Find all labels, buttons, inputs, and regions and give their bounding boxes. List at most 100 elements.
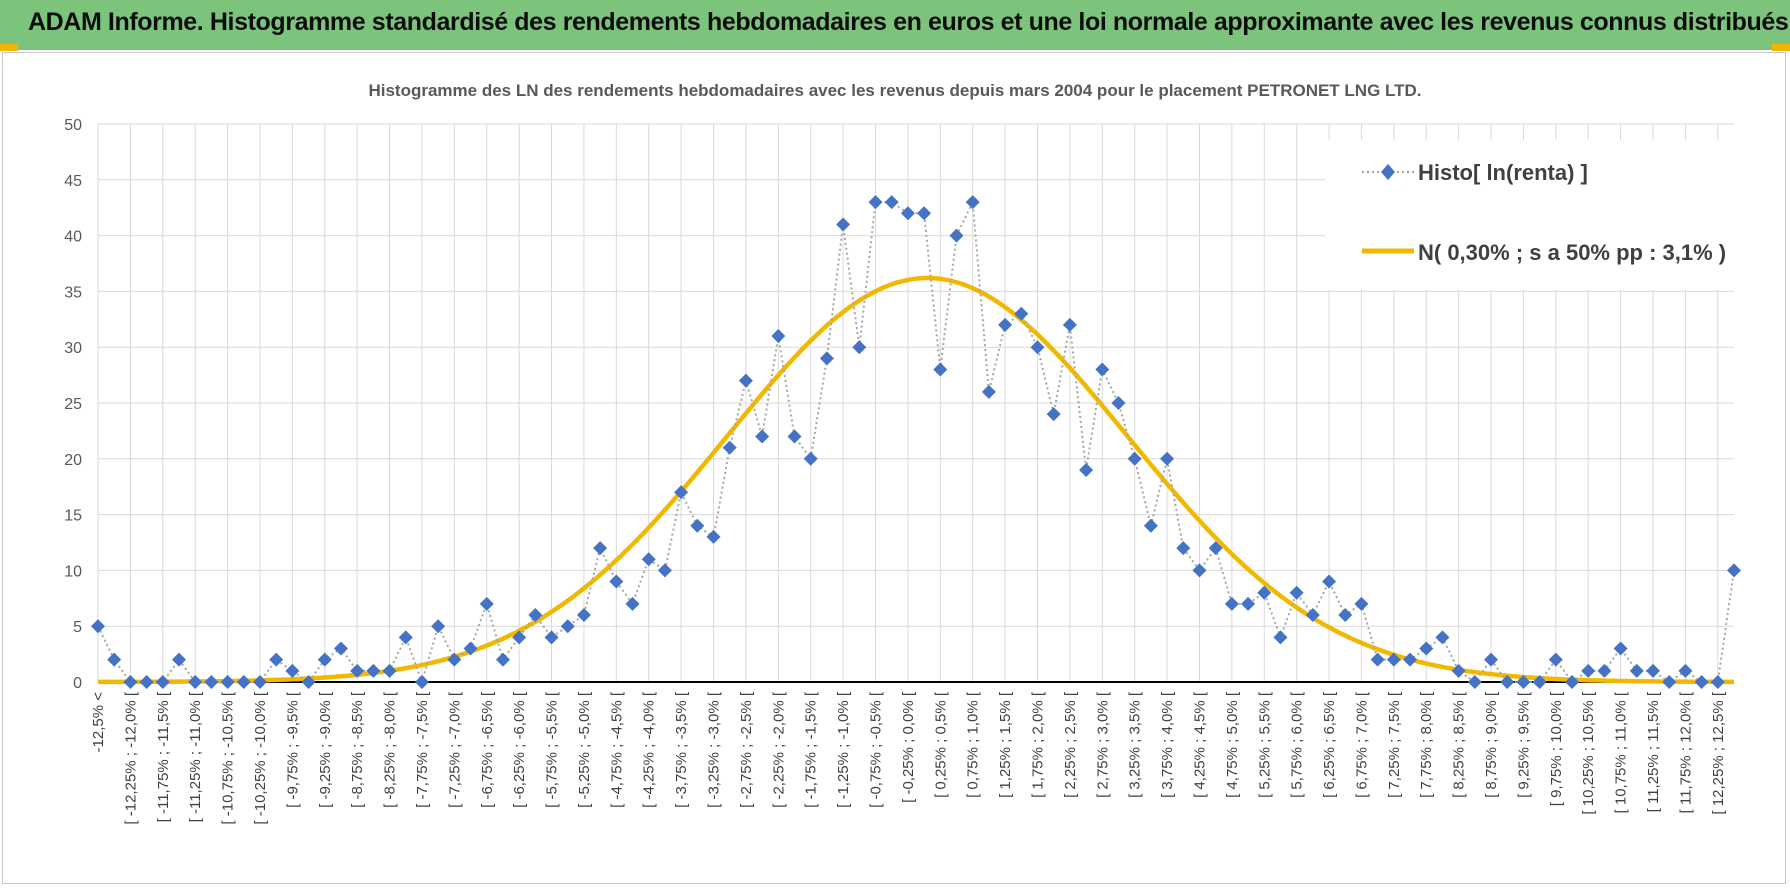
histogram-point: [1548, 652, 1563, 667]
histogram-point: [674, 485, 689, 500]
histogram-point: [1386, 652, 1401, 667]
histogram-point: [657, 563, 672, 578]
chart-frame: [2, 52, 1786, 884]
histogram-point: [1597, 663, 1612, 678]
y-tick-label: 20: [64, 452, 82, 469]
legend: Histo[ ln(renta) ] N( 0,30% ; s a 50% pp…: [1325, 140, 1735, 290]
x-tick-label: [ -4,25% ; -4,0% [: [641, 691, 658, 808]
histogram-point: [1322, 574, 1337, 589]
histogram-point: [690, 518, 705, 533]
histogram-point: [123, 675, 138, 689]
histogram-point: [1273, 630, 1288, 645]
x-tick-label: -12,5% <: [90, 692, 107, 753]
x-tick-label: [ -7,75% ; -7,5% [: [414, 691, 431, 808]
histogram-point: [852, 340, 867, 355]
histogram-point: [1305, 608, 1320, 623]
x-tick-label: [ 2,25% ; 2,5% [: [1062, 691, 1079, 798]
histogram-point: [722, 440, 737, 455]
x-tick-label: [ -3,75% ; -3,5% [: [673, 691, 690, 808]
histogram-point: [836, 217, 851, 232]
x-tick-label: [ 6,75% ; 7,0% [: [1353, 691, 1370, 798]
x-tick-label: [ 8,75% ; 9,0% [: [1483, 691, 1500, 798]
legend-histo-marker: [1381, 164, 1395, 180]
x-axis-tick-labels: -12,5% < [ -12,25% ; -12,0% [ [ -11,75% ; …: [90, 691, 1727, 824]
histogram-point: [528, 608, 543, 623]
y-tick-label: 35: [64, 284, 82, 301]
banner-accent-right: [1772, 44, 1790, 51]
histogram-point: [1694, 675, 1709, 689]
histogram-point: [236, 675, 251, 689]
histogram-point: [1046, 407, 1061, 422]
histogram-point: [933, 362, 948, 377]
x-tick-label: [ -5,25% ; -5,0% [: [576, 691, 593, 808]
histogram-point: [1710, 675, 1725, 689]
histogram-point: [819, 351, 834, 366]
histogram-point: [220, 675, 235, 689]
histogram-point: [382, 663, 397, 678]
y-tick-label: 10: [64, 563, 82, 580]
y-tick-label: 0: [73, 675, 82, 692]
x-tick-label: [ -12,25% ; -12,0% [: [122, 691, 139, 824]
histogram-point: [1257, 585, 1272, 600]
x-tick-label: [ 5,25% ; 5,5% [: [1256, 691, 1273, 798]
y-tick-label: 5: [73, 619, 82, 636]
histogram-point: [1403, 652, 1418, 667]
x-tick-label: [ -10,25% ; -10,0% [: [252, 691, 269, 824]
histogram-point: [1143, 518, 1158, 533]
histogram-point: [366, 663, 381, 678]
histogram-point: [139, 675, 154, 689]
histogram-point: [1030, 340, 1045, 355]
histogram-point: [333, 641, 348, 656]
histogram-series: [91, 195, 1741, 689]
normal-curve-series: [97, 275, 1735, 685]
histogram-point: [1662, 675, 1677, 689]
histogram-point: [1629, 663, 1644, 678]
x-tick-label: [ 10,25% ; 10,5% [: [1580, 691, 1597, 814]
histogram-point: [204, 675, 219, 689]
histogram-point: [495, 652, 510, 667]
x-tick-label: [ -11,75% ; -11,5% [: [155, 691, 172, 822]
histogram-point: [1419, 641, 1434, 656]
histogram-point: [1565, 675, 1580, 689]
histogram-point: [625, 596, 640, 611]
x-tick-label: [ -10,75% ; -10,5% [: [220, 691, 237, 824]
x-tick-label: [ -8,25% ; -8,0% [: [382, 691, 399, 808]
histogram-point: [868, 195, 883, 210]
histogram-point: [301, 675, 316, 689]
x-tick-label: [ -2,25% ; -2,0% [: [770, 691, 787, 808]
histogram-point: [1208, 541, 1223, 556]
histogram-point: [479, 596, 494, 611]
histogram-point: [1111, 396, 1126, 410]
histogram-point: [998, 317, 1013, 332]
histogram-point: [1160, 451, 1175, 466]
histogram-point: [431, 619, 446, 634]
x-tick-label: [ -6,75% ; -6,5% [: [479, 691, 496, 808]
histogram-point: [91, 619, 105, 634]
x-tick-label: [ 7,75% ; 8,0% [: [1418, 691, 1435, 798]
histogram-point: [981, 384, 996, 399]
x-tick-label: [ 7,25% ; 7,5% [: [1386, 691, 1403, 798]
x-tick-label: [ 12,25% ; 12,5% [: [1710, 691, 1727, 814]
x-tick-label: [ 0,25% ; 0,5% [: [932, 691, 949, 798]
histogram-point: [1062, 317, 1077, 332]
histogram-point: [560, 619, 575, 634]
histogram-point: [949, 228, 964, 243]
x-tick-label: [ -1,25% ; -1,0% [: [835, 691, 852, 808]
y-tick-label: 40: [64, 229, 82, 246]
y-tick-label: 15: [64, 508, 82, 525]
histogram-point: [1370, 652, 1385, 667]
x-tick-label: [ 5,75% ; 6,0% [: [1289, 691, 1306, 798]
normal-curve-line: [97, 275, 1735, 685]
histogram-point: [107, 652, 122, 667]
histogram-point: [1500, 675, 1515, 689]
histogram-point: [803, 451, 818, 466]
chart-title: Histogramme des LN des rendements hebdom…: [368, 81, 1421, 100]
histogram-point: [1646, 663, 1661, 678]
histogram-point: [576, 608, 591, 623]
histogram-point: [738, 373, 753, 388]
legend-normal-label: N( 0,30% ; s a 50% pp : 3,1% ): [1418, 240, 1726, 265]
x-tick-label: [ -11,25% ; -11,0% [: [187, 691, 204, 822]
histogram-point: [544, 630, 559, 645]
histogram-point: [1532, 675, 1547, 689]
histogram-point: [447, 652, 462, 667]
